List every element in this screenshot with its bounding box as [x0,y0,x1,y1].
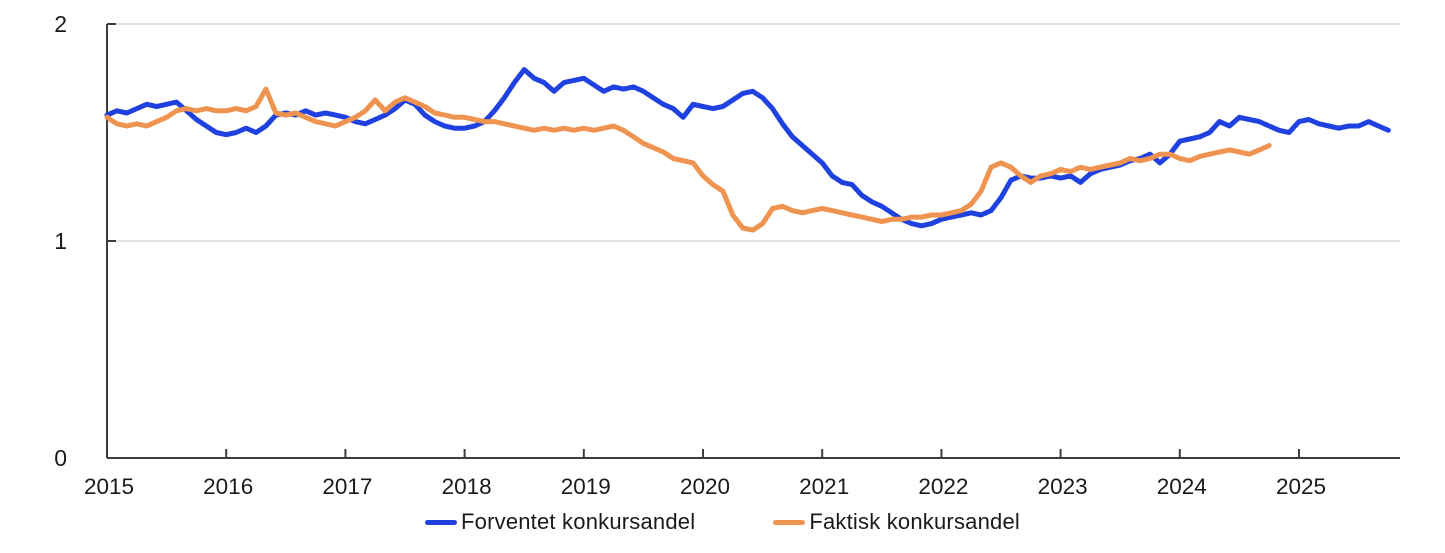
legend-item-forventet: Forventet konkursandel [425,509,695,535]
x-tick-label-2025: 2025 [1276,474,1326,499]
x-tick-label-2024: 2024 [1157,474,1207,499]
x-tick-label-2022: 2022 [918,474,968,499]
x-tick-label-2015: 2015 [84,474,134,499]
faktisk-legend-label: Faktisk konkursandel [809,509,1020,534]
faktisk-konkursandel-line [104,86,1272,233]
x-tick-label-2016: 2016 [203,474,253,499]
x-tick-label-2017: 2017 [322,474,372,499]
x-tick-label-2021: 2021 [799,474,849,499]
forventet-line-swatch-icon [425,519,458,525]
x-tick-label-2019: 2019 [561,474,611,499]
line-chart: 2015 2016 2017 2018 2019 2020 2021 2022 2023 2024… [54,11,1400,499]
chart-area: 2015 2016 2017 2018 2019 2020 2021 2022 2023 2024… [54,11,1400,499]
chart-legend: Forventet konkursandel Faktisk konkursan… [0,509,1445,535]
x-tick-label-2020: 2020 [680,474,730,499]
faktisk-line-swatch-icon [773,519,806,525]
y-tick-label-2: 2 [54,11,67,37]
forventet-konkursandel-line [104,67,1391,229]
x-tick-label-2018: 2018 [442,474,492,499]
x-tick-label-2023: 2023 [1038,474,1088,499]
legend-item-faktisk: Faktisk konkursandel [773,509,1020,535]
y-tick-label-1: 1 [54,228,67,254]
forventet-legend-label: Forventet konkursandel [461,509,696,534]
y-tick-label-0: 0 [54,445,67,471]
